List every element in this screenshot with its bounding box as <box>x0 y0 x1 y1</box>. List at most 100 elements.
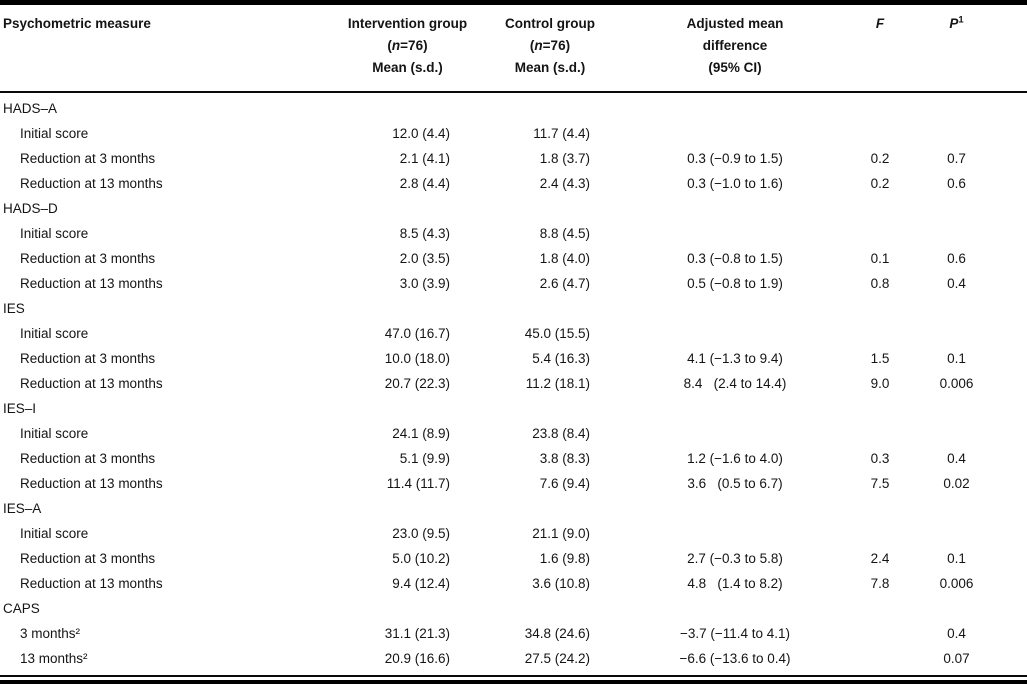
intervention-group-label: Intervention group <box>347 16 468 31</box>
section-label: IES <box>3 301 25 316</box>
cell-measure: Initial score <box>20 126 89 141</box>
cell-adjusted-mean-difference <box>620 521 850 546</box>
bottom-thin-rule <box>0 675 1027 677</box>
section-label: HADS–D <box>3 201 58 216</box>
psychometric-results-table: Psychometric measure Intervention group … <box>0 5 1027 671</box>
cell-p-value: 0.4 <box>947 626 966 641</box>
header-f-statistic: F <box>850 5 910 93</box>
cell-intervention-mean-sd: 2.8 (4.4) <box>399 176 450 191</box>
cell-measure: Initial score <box>20 426 89 441</box>
table-top-rule <box>0 0 1027 5</box>
table-row: Reduction at 3 months 5.1 (9.9) 3.8 (8.3) 1… <box>0 446 1027 471</box>
cell-control-mean-sd: 1.6 (9.8) <box>539 551 590 566</box>
cell-adjusted-mean-difference: 0.3 (−0.9 to 1.5) <box>687 151 783 166</box>
cell-f-statistic: 7.8 <box>870 576 890 591</box>
cell-measure: Reduction at 3 months <box>20 151 156 166</box>
cell-intervention-mean-sd: 47.0 (16.7) <box>384 326 450 341</box>
cell-control-mean-sd: 3.8 (8.3) <box>539 451 590 466</box>
cell-measure: Reduction at 3 months <box>20 551 156 566</box>
cell-intervention-mean-sd: 8.5 (4.3) <box>399 226 450 241</box>
cell-measure: Reduction at 3 months <box>20 451 156 466</box>
header-psychometric-measure: Psychometric measure <box>0 5 335 93</box>
table-body: HADS–A Initial score 12.0 (4.4) 11.7 (4.4) R… <box>0 92 1027 671</box>
cell-measure: Initial score <box>20 326 89 341</box>
cell-p-value: 0.6 <box>947 251 966 266</box>
cell-f-statistic <box>850 646 910 671</box>
cell-measure: Reduction at 13 months <box>20 376 163 391</box>
cell-f-statistic <box>850 221 910 246</box>
p-footnote-marker: 1 <box>958 14 964 26</box>
cell-adjusted-mean-difference: 4.8 (1.4 to 8.2) <box>687 576 783 591</box>
cell-p-value: 0.07 <box>943 651 970 666</box>
cell-intervention-mean-sd: 10.0 (18.0) <box>384 351 450 366</box>
cell-f-statistic <box>850 421 910 446</box>
table-row: 3 months² 31.1 (21.3) 34.8 (24.6) −3.7 (−11… <box>0 621 1027 646</box>
cell-intervention-mean-sd: 31.1 (21.3) <box>384 626 450 641</box>
cell-control-mean-sd: 2.6 (4.7) <box>539 276 590 291</box>
table-row: Reduction at 3 months 2.1 (4.1) 1.8 (3.7) 0… <box>0 146 1027 171</box>
adjusted-mean-line3: (95% CI) <box>708 60 762 75</box>
table-row: Reduction at 3 months 10.0 (18.0) 5.4 (16.… <box>0 346 1027 371</box>
table-header: Psychometric measure Intervention group … <box>0 5 1027 93</box>
cell-adjusted-mean-difference <box>620 321 850 346</box>
cell-intervention-mean-sd: 24.1 (8.9) <box>392 426 450 441</box>
cell-control-mean-sd: 34.8 (24.6) <box>524 626 590 641</box>
cell-measure: Reduction at 13 months <box>20 276 163 291</box>
cell-intervention-mean-sd: 11.4 (11.7) <box>386 476 450 491</box>
cell-intervention-mean-sd: 20.7 (22.3) <box>384 376 450 391</box>
table-row: Reduction at 3 months 5.0 (10.2) 1.6 (9.8)… <box>0 546 1027 571</box>
adjusted-mean-line1: Adjusted mean <box>686 16 784 31</box>
cell-f-statistic <box>850 121 910 146</box>
cell-adjusted-mean-difference: 8.4 (2.4 to 14.4) <box>683 376 787 391</box>
header-control-group: Control group (n=76) Mean (s.d.) <box>480 5 620 93</box>
cell-measure: Reduction at 3 months <box>20 251 156 266</box>
cell-intervention-mean-sd: 2.0 (3.5) <box>399 251 450 266</box>
table-row: 13 months² 20.9 (16.6) 27.5 (24.2) −6.6 (−1… <box>0 646 1027 671</box>
cell-adjusted-mean-difference: 0.5 (−0.8 to 1.9) <box>687 276 783 291</box>
cell-f-statistic: 0.2 <box>870 176 890 191</box>
control-group-label: Control group <box>505 16 595 31</box>
cell-p-value <box>910 321 1027 346</box>
cell-measure: Reduction at 3 months <box>20 351 156 366</box>
table-row: Reduction at 13 months 2.8 (4.4) 2.4 (4.3)… <box>0 171 1027 196</box>
control-n-label: (n=76) <box>529 38 571 53</box>
cell-control-mean-sd: 8.8 (4.5) <box>539 226 590 241</box>
cell-p-value <box>910 221 1027 246</box>
table-row: Initial score 8.5 (4.3) 8.8 (4.5) <box>0 221 1027 246</box>
cell-adjusted-mean-difference: −6.6 (−13.6 to 0.4) <box>679 651 791 666</box>
cell-f-statistic: 0.8 <box>870 276 890 291</box>
cell-adjusted-mean-difference <box>620 221 850 246</box>
cell-measure: Reduction at 13 months <box>20 176 163 191</box>
cell-intervention-mean-sd: 5.1 (9.9) <box>399 451 450 466</box>
cell-p-value: 0.1 <box>947 351 966 366</box>
cell-adjusted-mean-difference: −3.7 (−11.4 to 4.1) <box>679 626 791 641</box>
cell-adjusted-mean-difference: 3.6 (0.5 to 6.7) <box>687 476 783 491</box>
section-label-row: CAPS <box>0 596 1027 621</box>
cell-f-statistic: 7.5 <box>870 476 890 491</box>
cell-f-statistic <box>850 621 910 646</box>
cell-measure: Initial score <box>20 226 89 241</box>
cell-p-value: 0.006 <box>939 576 974 591</box>
cell-control-mean-sd: 21.1 (9.0) <box>532 526 590 541</box>
cell-intervention-mean-sd: 12.0 (4.4) <box>392 126 450 141</box>
table-row: Initial score 47.0 (16.7) 45.0 (15.5) <box>0 321 1027 346</box>
cell-control-mean-sd: 2.4 (4.3) <box>539 176 590 191</box>
cell-f-statistic: 1.5 <box>870 351 890 366</box>
header-intervention-group: Intervention group (n=76) Mean (s.d.) <box>335 5 480 93</box>
cell-f-statistic: 0.2 <box>870 151 890 166</box>
cell-control-mean-sd: 1.8 (3.7) <box>539 151 590 166</box>
cell-p-value: 0.1 <box>947 551 966 566</box>
cell-adjusted-mean-difference: 1.2 (−1.6 to 4.0) <box>687 451 783 466</box>
cell-adjusted-mean-difference: 0.3 (−1.0 to 1.6) <box>687 176 783 191</box>
cell-control-mean-sd: 5.4 (16.3) <box>532 351 590 366</box>
table-row: Reduction at 13 months 9.4 (12.4) 3.6 (10.… <box>0 571 1027 596</box>
cell-p-value <box>910 121 1027 146</box>
cell-control-mean-sd: 1.8 (4.0) <box>539 251 590 266</box>
table-row: Initial score 24.1 (8.9) 23.8 (8.4) <box>0 421 1027 446</box>
section-label: CAPS <box>3 601 40 616</box>
adjusted-mean-line2: difference <box>702 38 768 53</box>
cell-adjusted-mean-difference <box>620 121 850 146</box>
cell-p-value: 0.4 <box>947 451 966 466</box>
cell-control-mean-sd: 11.7 (4.4) <box>533 126 590 141</box>
cell-f-statistic: 9.0 <box>870 376 890 391</box>
